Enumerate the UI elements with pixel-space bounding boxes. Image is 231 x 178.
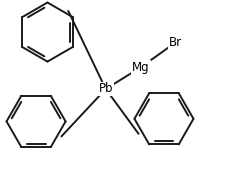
Text: Br: Br (168, 36, 181, 49)
Text: Pb: Pb (98, 82, 112, 96)
Text: Mg: Mg (132, 61, 149, 74)
